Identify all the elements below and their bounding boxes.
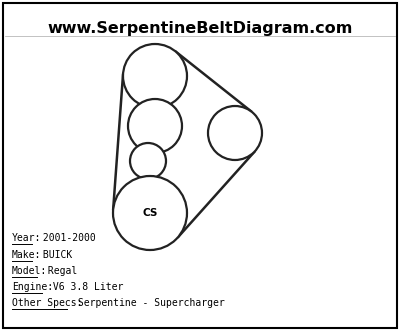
Text: Other Specs:: Other Specs: xyxy=(12,298,82,308)
Circle shape xyxy=(123,44,187,108)
Text: BUICK: BUICK xyxy=(37,250,72,260)
Circle shape xyxy=(130,143,166,179)
Circle shape xyxy=(208,106,262,160)
Text: CS: CS xyxy=(142,208,158,218)
Text: Make:: Make: xyxy=(12,250,41,260)
Text: www.SerpentineBeltDiagram.com: www.SerpentineBeltDiagram.com xyxy=(47,21,353,36)
Circle shape xyxy=(113,176,187,250)
Circle shape xyxy=(128,99,182,153)
Text: V6 3.8 Liter: V6 3.8 Liter xyxy=(47,282,123,292)
Text: Regal: Regal xyxy=(42,266,77,276)
Text: Serpentine - Supercharger: Serpentine - Supercharger xyxy=(72,298,225,308)
Text: Engine:: Engine: xyxy=(12,282,53,292)
Text: 2001-2000: 2001-2000 xyxy=(37,233,96,243)
Text: Year:: Year: xyxy=(12,233,41,243)
Text: Model:: Model: xyxy=(12,266,47,276)
